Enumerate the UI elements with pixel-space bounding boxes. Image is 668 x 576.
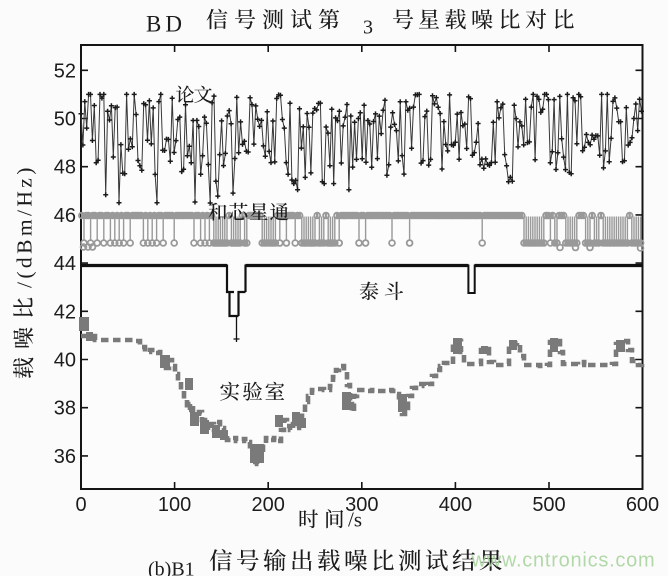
svg-text:42: 42: [54, 301, 76, 323]
svg-text:0: 0: [75, 494, 86, 516]
svg-text:500: 500: [532, 494, 565, 516]
svg-text:3: 3: [363, 17, 373, 39]
svg-text:38: 38: [54, 398, 76, 420]
svg-text:48: 48: [54, 157, 76, 179]
svg-text:100: 100: [158, 494, 191, 516]
svg-text:600: 600: [626, 494, 659, 516]
svg-text:200: 200: [252, 494, 285, 516]
svg-text:44: 44: [54, 253, 76, 275]
svg-text:46: 46: [54, 205, 76, 227]
svg-text:300: 300: [345, 494, 378, 516]
svg-text:(b)B1: (b)B1: [148, 559, 195, 576]
svg-text:40: 40: [54, 350, 76, 372]
svg-text:www.cntronics.com: www.cntronics.com: [471, 550, 656, 572]
svg-text:/s: /s: [348, 508, 362, 532]
svg-text:400: 400: [439, 494, 472, 516]
svg-text:/(dBm/Hz): /(dBm/Hz): [13, 164, 37, 288]
svg-text:BD: BD: [146, 12, 186, 37]
svg-text:52: 52: [54, 60, 76, 82]
svg-text:36: 36: [54, 446, 76, 468]
svg-text:50: 50: [54, 109, 76, 131]
